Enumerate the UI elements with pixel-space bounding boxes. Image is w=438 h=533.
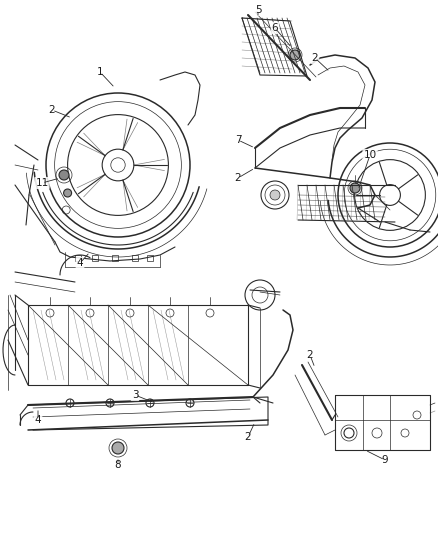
Text: 4: 4 xyxy=(35,415,41,425)
Circle shape xyxy=(270,190,280,200)
Circle shape xyxy=(290,50,300,60)
Text: 7: 7 xyxy=(235,135,241,145)
Text: 2: 2 xyxy=(307,350,313,360)
Bar xyxy=(112,255,118,261)
Text: 1: 1 xyxy=(97,67,103,77)
Bar xyxy=(147,255,153,261)
Text: 11: 11 xyxy=(35,178,49,188)
Text: 2: 2 xyxy=(235,173,241,183)
Circle shape xyxy=(64,189,71,197)
Bar xyxy=(92,255,98,261)
Text: 6: 6 xyxy=(272,23,278,33)
Text: 4: 4 xyxy=(77,258,83,268)
Bar xyxy=(75,255,81,261)
Text: 10: 10 xyxy=(364,150,377,160)
Text: 9: 9 xyxy=(381,455,389,465)
Bar xyxy=(132,255,138,261)
Circle shape xyxy=(350,183,360,193)
Circle shape xyxy=(59,170,69,180)
Text: 2: 2 xyxy=(49,105,55,115)
Text: 8: 8 xyxy=(115,460,121,470)
Text: 2: 2 xyxy=(312,53,318,63)
Text: 3: 3 xyxy=(132,390,138,400)
Text: 5: 5 xyxy=(254,5,261,15)
Text: 2: 2 xyxy=(245,432,251,442)
Circle shape xyxy=(112,442,124,454)
